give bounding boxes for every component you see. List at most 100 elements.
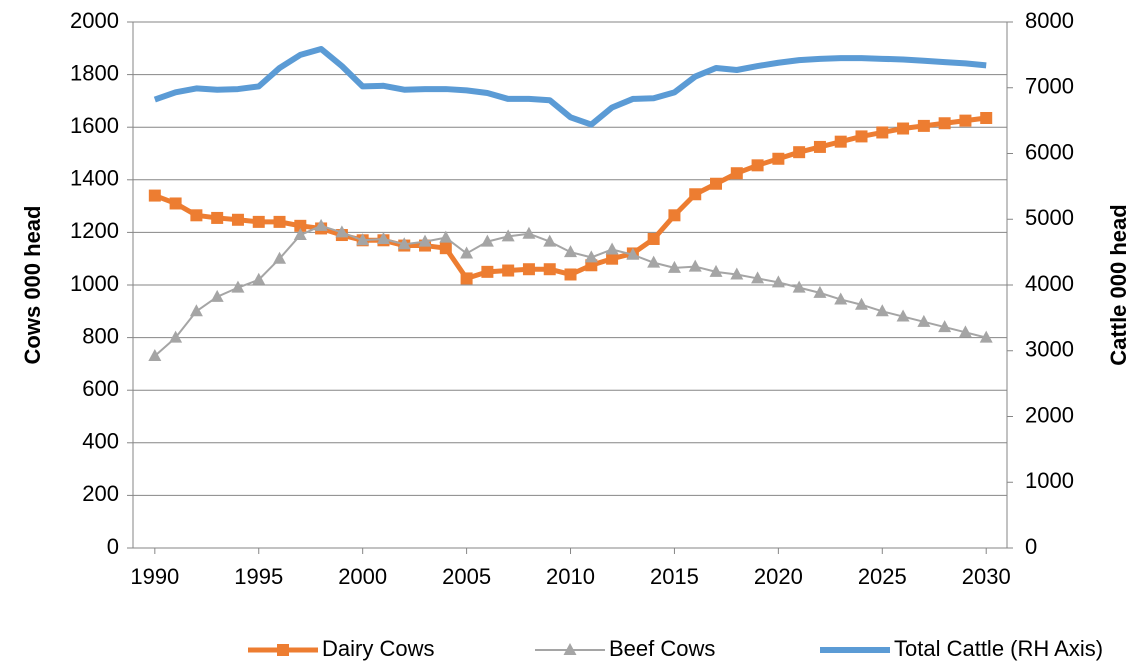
data-point (958, 325, 972, 338)
data-point (252, 215, 265, 228)
y2-tick-label: 1000 (1025, 468, 1074, 493)
data-point (231, 213, 244, 226)
data-point (522, 226, 536, 239)
data-point (792, 280, 806, 293)
y-tick-label: 1400 (70, 166, 119, 191)
data-point (314, 218, 328, 231)
data-point (522, 263, 535, 276)
data-point (356, 233, 370, 246)
x-tick-label: 2010 (546, 564, 595, 589)
y-tick-label: 800 (82, 323, 119, 348)
data-point (584, 250, 598, 263)
y-tick-label: 1200 (70, 218, 119, 243)
legend-marker (277, 644, 289, 656)
data-point (148, 189, 161, 202)
y-tick-label: 0 (107, 534, 119, 559)
data-point (169, 330, 183, 343)
data-point (793, 146, 806, 159)
x-tick-label: 2030 (962, 564, 1011, 589)
data-point (606, 252, 619, 265)
y-tick-label: 200 (82, 481, 119, 506)
data-point (647, 255, 661, 268)
data-point (376, 231, 390, 244)
y2-axis-title: Cattle 000 head (1106, 204, 1131, 365)
data-point (834, 135, 847, 148)
data-point (439, 242, 452, 255)
data-point (855, 297, 869, 310)
data-point (148, 349, 162, 362)
y2-tick-label: 2000 (1025, 402, 1074, 427)
data-point (751, 271, 765, 284)
data-point (813, 140, 826, 153)
data-point (231, 280, 245, 293)
y2-tick-label: 3000 (1025, 337, 1074, 362)
data-point (210, 289, 224, 302)
data-point (460, 246, 474, 259)
data-point (730, 267, 744, 280)
data-point (917, 119, 930, 132)
y2-tick-label: 8000 (1025, 8, 1074, 33)
data-point (564, 245, 578, 258)
data-point (481, 265, 494, 278)
x-tick-label: 1995 (234, 564, 283, 589)
y-tick-label: 2000 (70, 8, 119, 33)
data-point (709, 264, 723, 277)
data-point (896, 309, 910, 322)
data-point (667, 260, 681, 273)
data-point (335, 225, 349, 238)
x-tick-label: 2005 (442, 564, 491, 589)
x-tick-label: 2000 (338, 564, 387, 589)
data-point (688, 259, 702, 272)
y-tick-label: 1000 (70, 271, 119, 296)
data-point (397, 237, 411, 250)
data-point (418, 234, 432, 247)
y2-tick-label: 0 (1025, 534, 1037, 559)
data-point (480, 234, 494, 247)
data-point (751, 159, 764, 172)
x-tick-label: 2020 (754, 564, 803, 589)
legend-marker (563, 643, 577, 655)
legend-label: Total Cattle (RH Axis) (894, 636, 1103, 661)
legend-label: Dairy Cows (322, 636, 434, 661)
y2-tick-label: 5000 (1025, 205, 1074, 230)
data-point (938, 117, 951, 130)
y-tick-label: 1800 (70, 60, 119, 85)
y2-tick-label: 6000 (1025, 139, 1074, 164)
data-point (293, 228, 307, 241)
data-point (460, 272, 473, 285)
x-tick-label: 2025 (858, 564, 907, 589)
y-tick-label: 400 (82, 429, 119, 454)
data-point (897, 122, 910, 135)
data-point (834, 292, 848, 305)
legend-label: Beef Cows (609, 636, 715, 661)
data-point (979, 330, 993, 343)
data-point (626, 247, 640, 260)
data-point (938, 320, 952, 333)
y-tick-label: 1600 (70, 113, 119, 138)
data-point (439, 230, 453, 243)
y2-tick-label: 4000 (1025, 271, 1074, 296)
data-point (730, 167, 743, 180)
data-point (189, 304, 203, 317)
data-point (211, 211, 224, 224)
data-point (543, 263, 556, 276)
data-point (771, 275, 785, 288)
data-point (647, 232, 660, 245)
data-point (169, 197, 182, 210)
data-point (502, 264, 515, 277)
data-point (875, 304, 889, 317)
y-axis-title: Cows 000 head (20, 206, 45, 365)
data-point (980, 111, 993, 124)
data-point (689, 188, 702, 201)
data-point (772, 152, 785, 165)
series-line (153, 45, 987, 128)
y-tick-label: 600 (82, 376, 119, 401)
x-tick-label: 1990 (130, 564, 179, 589)
data-point (813, 285, 827, 298)
data-point (190, 209, 203, 222)
y2-tick-label: 7000 (1025, 74, 1074, 99)
data-point (294, 219, 307, 232)
data-point (605, 242, 619, 255)
data-point (273, 215, 286, 228)
